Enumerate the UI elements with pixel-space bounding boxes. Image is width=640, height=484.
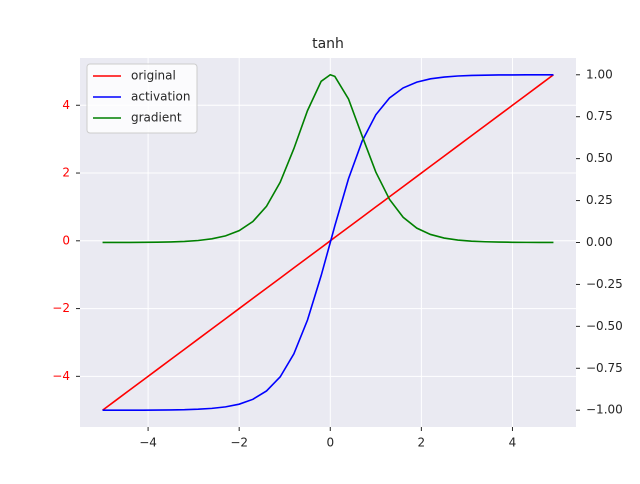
y2-tick-label: 0.00 <box>586 235 613 249</box>
y-tick-label: 2 <box>62 166 70 180</box>
x-tick-label: 0 <box>326 436 334 450</box>
y2-tick-label: 0.75 <box>586 109 613 123</box>
y2-tick-label: −0.25 <box>586 277 623 291</box>
y2-tick-label: −0.75 <box>586 361 623 375</box>
legend-label: original <box>131 69 176 83</box>
y-tick-label: 0 <box>62 233 70 247</box>
y-tick-label: 4 <box>62 98 70 112</box>
legend-label: activation <box>131 90 190 104</box>
y2-tick-label: 1.00 <box>586 67 613 81</box>
legend-label: gradient <box>131 111 182 125</box>
lines <box>102 73 554 412</box>
y2-tick-label: −1.00 <box>586 403 623 417</box>
line <box>102 73 554 244</box>
x-tick-label: −4 <box>139 436 157 450</box>
x-tick-label: 4 <box>509 436 517 450</box>
y-tick-label: −4 <box>52 369 70 383</box>
y2-tick-label: −0.50 <box>586 319 623 333</box>
y2-tick-label: 0.25 <box>586 193 613 207</box>
y2-tick-label: 0.50 <box>586 151 613 165</box>
legend-box <box>86 63 198 134</box>
chart-title: tanh <box>312 36 344 52</box>
axes: −4 −2 0 2 4 −4 −2 0 2 4 −1.00 −0.75 −0.50 −0.25 0.00 0.… <box>52 67 622 449</box>
x-tick-label: −2 <box>230 436 248 450</box>
x-tick-label: 2 <box>418 436 426 450</box>
line <box>102 73 554 412</box>
y-tick-label: −2 <box>52 301 70 315</box>
legend: original activation gradient <box>86 63 198 134</box>
